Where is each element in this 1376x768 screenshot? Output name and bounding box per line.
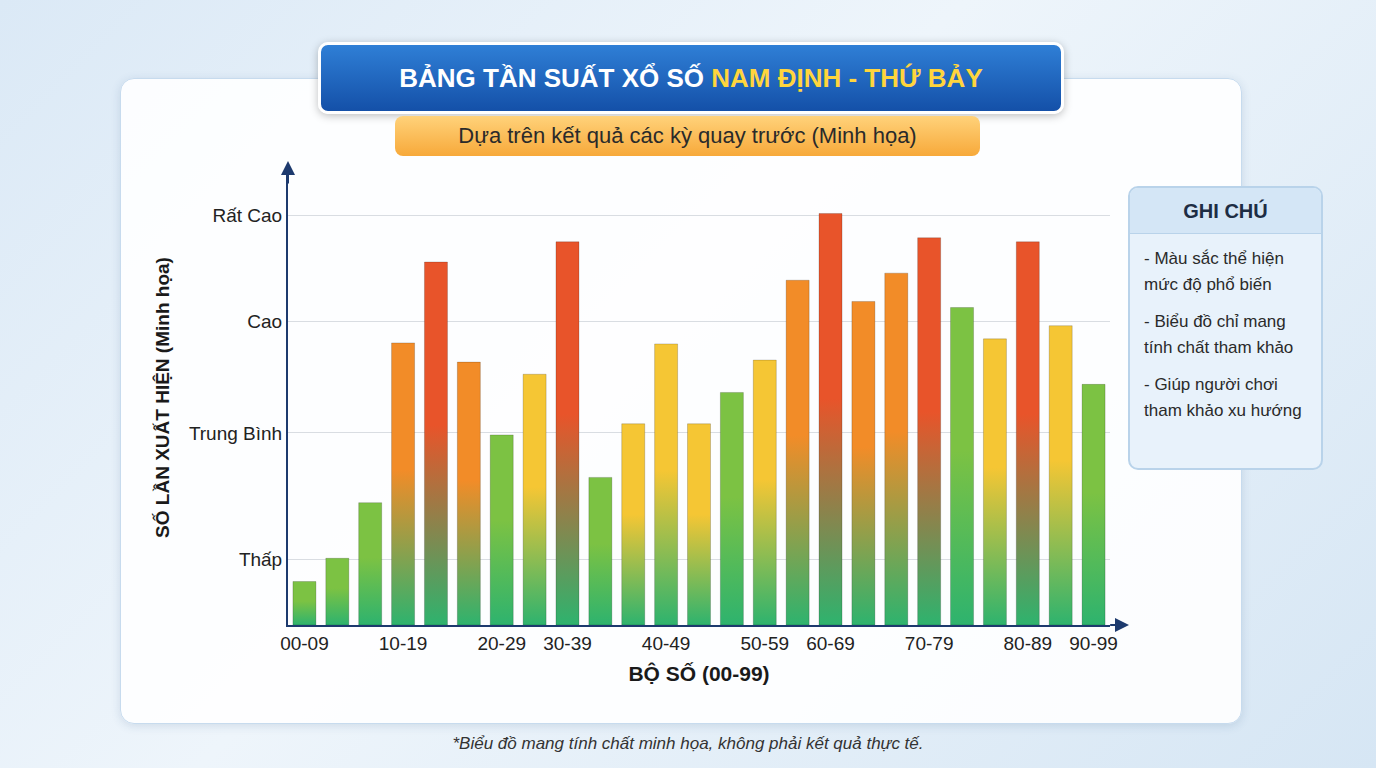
svg-text:50-59: 50-59 [740,633,789,654]
svg-text:60-69: 60-69 [806,633,855,654]
svg-text:00-09: 00-09 [280,633,329,654]
svg-text:30-39: 30-39 [543,633,592,654]
svg-text:70-79: 70-79 [905,633,954,654]
html-text:*Biểu đồ mang tính chất minh h: *Biểu đồ mang tính chất minh họa, không … [452,734,924,753]
svg-text:BỘ SỐ (00-99): BỘ SỐ (00-99) [628,662,769,685]
svg-text:80-89: 80-89 [1003,633,1052,654]
svg-text:Rất Cao: Rất Cao [212,205,282,226]
svg-text:Trung Bình: Trung Bình [189,423,282,444]
svg-text:SỐ LẦN XUẤT HIỆN (Minh họa): SỐ LẦN XUẤT HIỆN (Minh họa) [152,257,173,538]
svg-text:20-29: 20-29 [477,633,526,654]
svg-text:90-99: 90-99 [1069,633,1118,654]
svg-text:40-49: 40-49 [642,633,691,654]
html-text:- Giúp người chơi tham khảo xu: - Giúp người chơi tham khảo xu hướng [1144,375,1302,420]
svg-text:Cao: Cao [247,311,282,332]
html-text:BẢNG TẦN SUẤT XỔ SỐ NAM ĐỊNH -: BẢNG TẦN SUẤT XỔ SỐ NAM ĐỊNH - THỨ BẢY [399,62,983,93]
html-text:GHI CHÚ: GHI CHÚ [1183,200,1268,222]
svg-text:Thấp: Thấp [239,549,282,570]
html-text:- Biểu đồ chỉ mang tính chất t: - Biểu đồ chỉ mang tính chất tham khảo [1144,312,1294,357]
html-text:Dựa trên kết quả các kỳ quay t: Dựa trên kết quả các kỳ quay trước (Minh… [458,123,917,148]
html-text:- Màu sắc thể hiện mức độ phổ: - Màu sắc thể hiện mức độ phổ biến [1144,249,1284,294]
svg-text:10-19: 10-19 [379,633,428,654]
